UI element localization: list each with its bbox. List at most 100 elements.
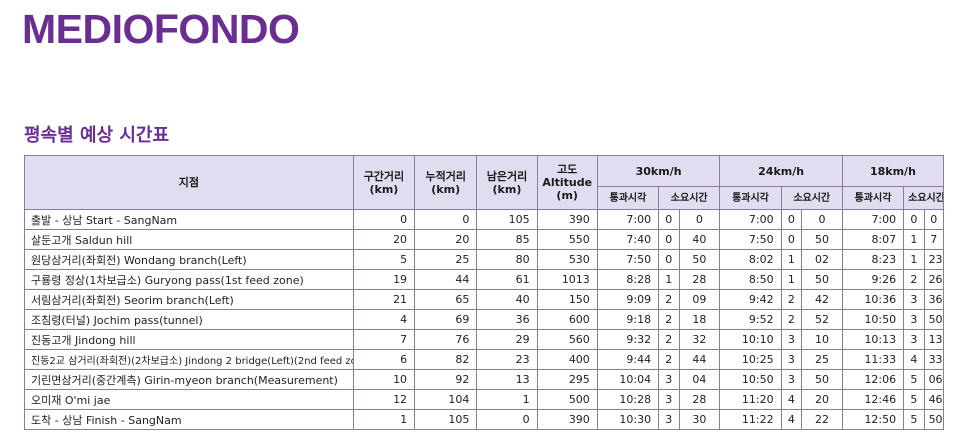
table-row: 구룡령 정상(1차보급소) Guryong pass(1st feed zone… [24,269,945,290]
cell-elapsed-hours-24: 4 [780,409,803,430]
table-row: 진동고개 Jindong hill 7 76 29 560 9:32 2 32 10:10 3 10… [24,329,945,350]
cell-altitude: 500 [536,389,598,410]
cell-segment-distance: 10 [352,369,416,390]
cell-cumulative-distance: 0 [414,209,478,230]
cell-elapsed-hours-18: 5 [903,389,925,410]
header-speed-24: 24km/h [719,155,843,187]
cell-pass-time-24: 7:50 [719,229,782,250]
cell-point: 도착 - 상남 Finish - SangNam [24,409,354,430]
cell-elapsed-minutes-30: 04 [678,369,721,390]
cell-elapsed-hours-30: 2 [658,349,680,370]
cell-cumulative-distance: 105 [414,409,478,430]
cell-elapsed-minutes-24: 50 [801,229,843,250]
table-row: 오미재 O'mi jae 12 104 1 500 10:28 3 28 11:20 4 20 12:… [24,389,945,410]
cell-pass-time-18: 12:50 [841,409,905,430]
cell-elapsed-hours-30: 3 [658,389,680,410]
cell-elapsed-hours-24: 3 [780,329,803,350]
cell-point: 원당삼거리(좌회전) Wondang branch(Left) [24,249,354,270]
cell-point: 오미재 O'mi jae [24,389,354,410]
cell-elapsed-minutes-24: 02 [801,249,843,270]
cell-elapsed-hours-24: 2 [780,289,803,310]
cell-elapsed-hours-24: 1 [780,269,803,290]
header-cumulative-distance: 누적거리 (km) [414,155,478,210]
cell-pass-time-30: 9:32 [596,329,660,350]
header-pass-time-18: 통과시각 [841,186,905,210]
cell-altitude: 390 [536,209,598,230]
cell-segment-distance: 5 [352,249,416,270]
cell-remaining-distance: 61 [476,269,538,290]
cell-elapsed-hours-30: 2 [658,289,680,310]
header-point: 지점 [24,155,354,210]
cell-remaining-distance: 80 [476,249,538,270]
cell-segment-distance: 1 [352,409,416,430]
cell-segment-distance: 12 [352,389,416,410]
cell-elapsed-hours-18: 1 [903,249,925,270]
cell-segment-distance: 20 [352,229,416,250]
cell-remaining-distance: 23 [476,349,538,370]
cell-pass-time-24: 7:00 [719,209,782,230]
cell-elapsed-hours-18: 1 [903,229,925,250]
cell-elapsed-hours-24: 3 [780,349,803,370]
cell-elapsed-hours-30: 0 [658,209,680,230]
cell-pass-time-24: 10:50 [719,369,782,390]
cell-pass-time-24: 8:02 [719,249,782,270]
cell-elapsed-minutes-30: 09 [678,289,721,310]
cell-elapsed-minutes-24: 25 [801,349,843,370]
cell-segment-distance: 21 [352,289,416,310]
cell-elapsed-minutes-18: 7 [923,229,945,250]
table-row: 원당삼거리(좌회전) Wondang branch(Left) 5 25 80 530 7… [24,249,945,270]
cell-pass-time-30: 9:44 [596,349,660,370]
cell-elapsed-hours-18: 2 [903,269,925,290]
cell-elapsed-hours-18: 4 [903,349,925,370]
cell-cumulative-distance: 69 [414,309,478,330]
brand-logo: MEDIOFONDO [22,6,300,52]
cell-remaining-distance: 105 [476,209,538,230]
cell-segment-distance: 0 [352,209,416,230]
cell-elapsed-minutes-24: 50 [801,269,843,290]
cell-pass-time-30: 7:50 [596,249,660,270]
cell-pass-time-18: 10:50 [841,309,905,330]
cell-point: 서림삼거리(좌회전) Seorim branch(Left) [24,289,354,310]
cell-elapsed-minutes-30: 28 [678,389,721,410]
cell-elapsed-hours-24: 0 [780,209,803,230]
table-row: 도착 - 상남 Finish - SangNam 1 105 0 390 10:30 3 30… [24,409,945,430]
table-row: 살둔고개 Saldun hill 20 20 85 550 7:40 0 40 7:50 0 50 8… [24,229,945,250]
cell-pass-time-18: 10:36 [841,289,905,310]
cell-pass-time-18: 10:13 [841,329,905,350]
cell-elapsed-minutes-18: 13 [923,329,945,350]
table-row: 진동2교 삼거리(좌회전)(2차보급소) Jindong 2 bridge(Le… [24,349,945,370]
cell-elapsed-minutes-30: 32 [678,329,721,350]
cell-elapsed-hours-18: 5 [903,409,925,430]
cell-pass-time-18: 12:06 [841,369,905,390]
cell-pass-time-24: 11:22 [719,409,782,430]
cell-point: 진동고개 Jindong hill [24,329,354,350]
cell-altitude: 1013 [536,269,598,290]
cell-elapsed-minutes-24: 52 [801,309,843,330]
cell-elapsed-hours-24: 0 [780,229,803,250]
cell-elapsed-hours-30: 0 [658,249,680,270]
cell-pass-time-18: 8:07 [841,229,905,250]
cell-point: 기린면삼거리(중간계측) Girin-myeon branch(Measurem… [24,369,354,390]
header-pass-time-24: 통과시각 [719,186,782,210]
table-row: 출발 - 상남 Start - SangNam 0 0 105 390 7:00 0 0 7:0… [24,209,945,230]
cell-elapsed-minutes-18: 46 [923,389,945,410]
table-row: 조침령(터널) Jochim pass(tunnel) 4 69 36 600 9:18 2… [24,309,945,330]
cell-elapsed-minutes-30: 50 [678,249,721,270]
cell-pass-time-30: 10:30 [596,409,660,430]
cell-remaining-distance: 36 [476,309,538,330]
cell-elapsed-minutes-18: 26 [923,269,945,290]
table-row: 서림삼거리(좌회전) Seorim branch(Left) 21 65 40 150 9… [24,289,945,310]
cell-pass-time-30: 10:28 [596,389,660,410]
cell-pass-time-18: 12:46 [841,389,905,410]
cell-remaining-distance: 85 [476,229,538,250]
cell-segment-distance: 19 [352,269,416,290]
cell-elapsed-minutes-30: 40 [678,229,721,250]
cell-cumulative-distance: 20 [414,229,478,250]
cell-cumulative-distance: 92 [414,369,478,390]
cell-elapsed-hours-18: 5 [903,369,925,390]
cell-pass-time-30: 10:04 [596,369,660,390]
cell-point: 진동2교 삼거리(좌회전)(2차보급소) Jindong 2 bridge(Le… [24,349,354,370]
cell-cumulative-distance: 44 [414,269,478,290]
cell-elapsed-hours-30: 2 [658,309,680,330]
cell-pass-time-24: 9:52 [719,309,782,330]
